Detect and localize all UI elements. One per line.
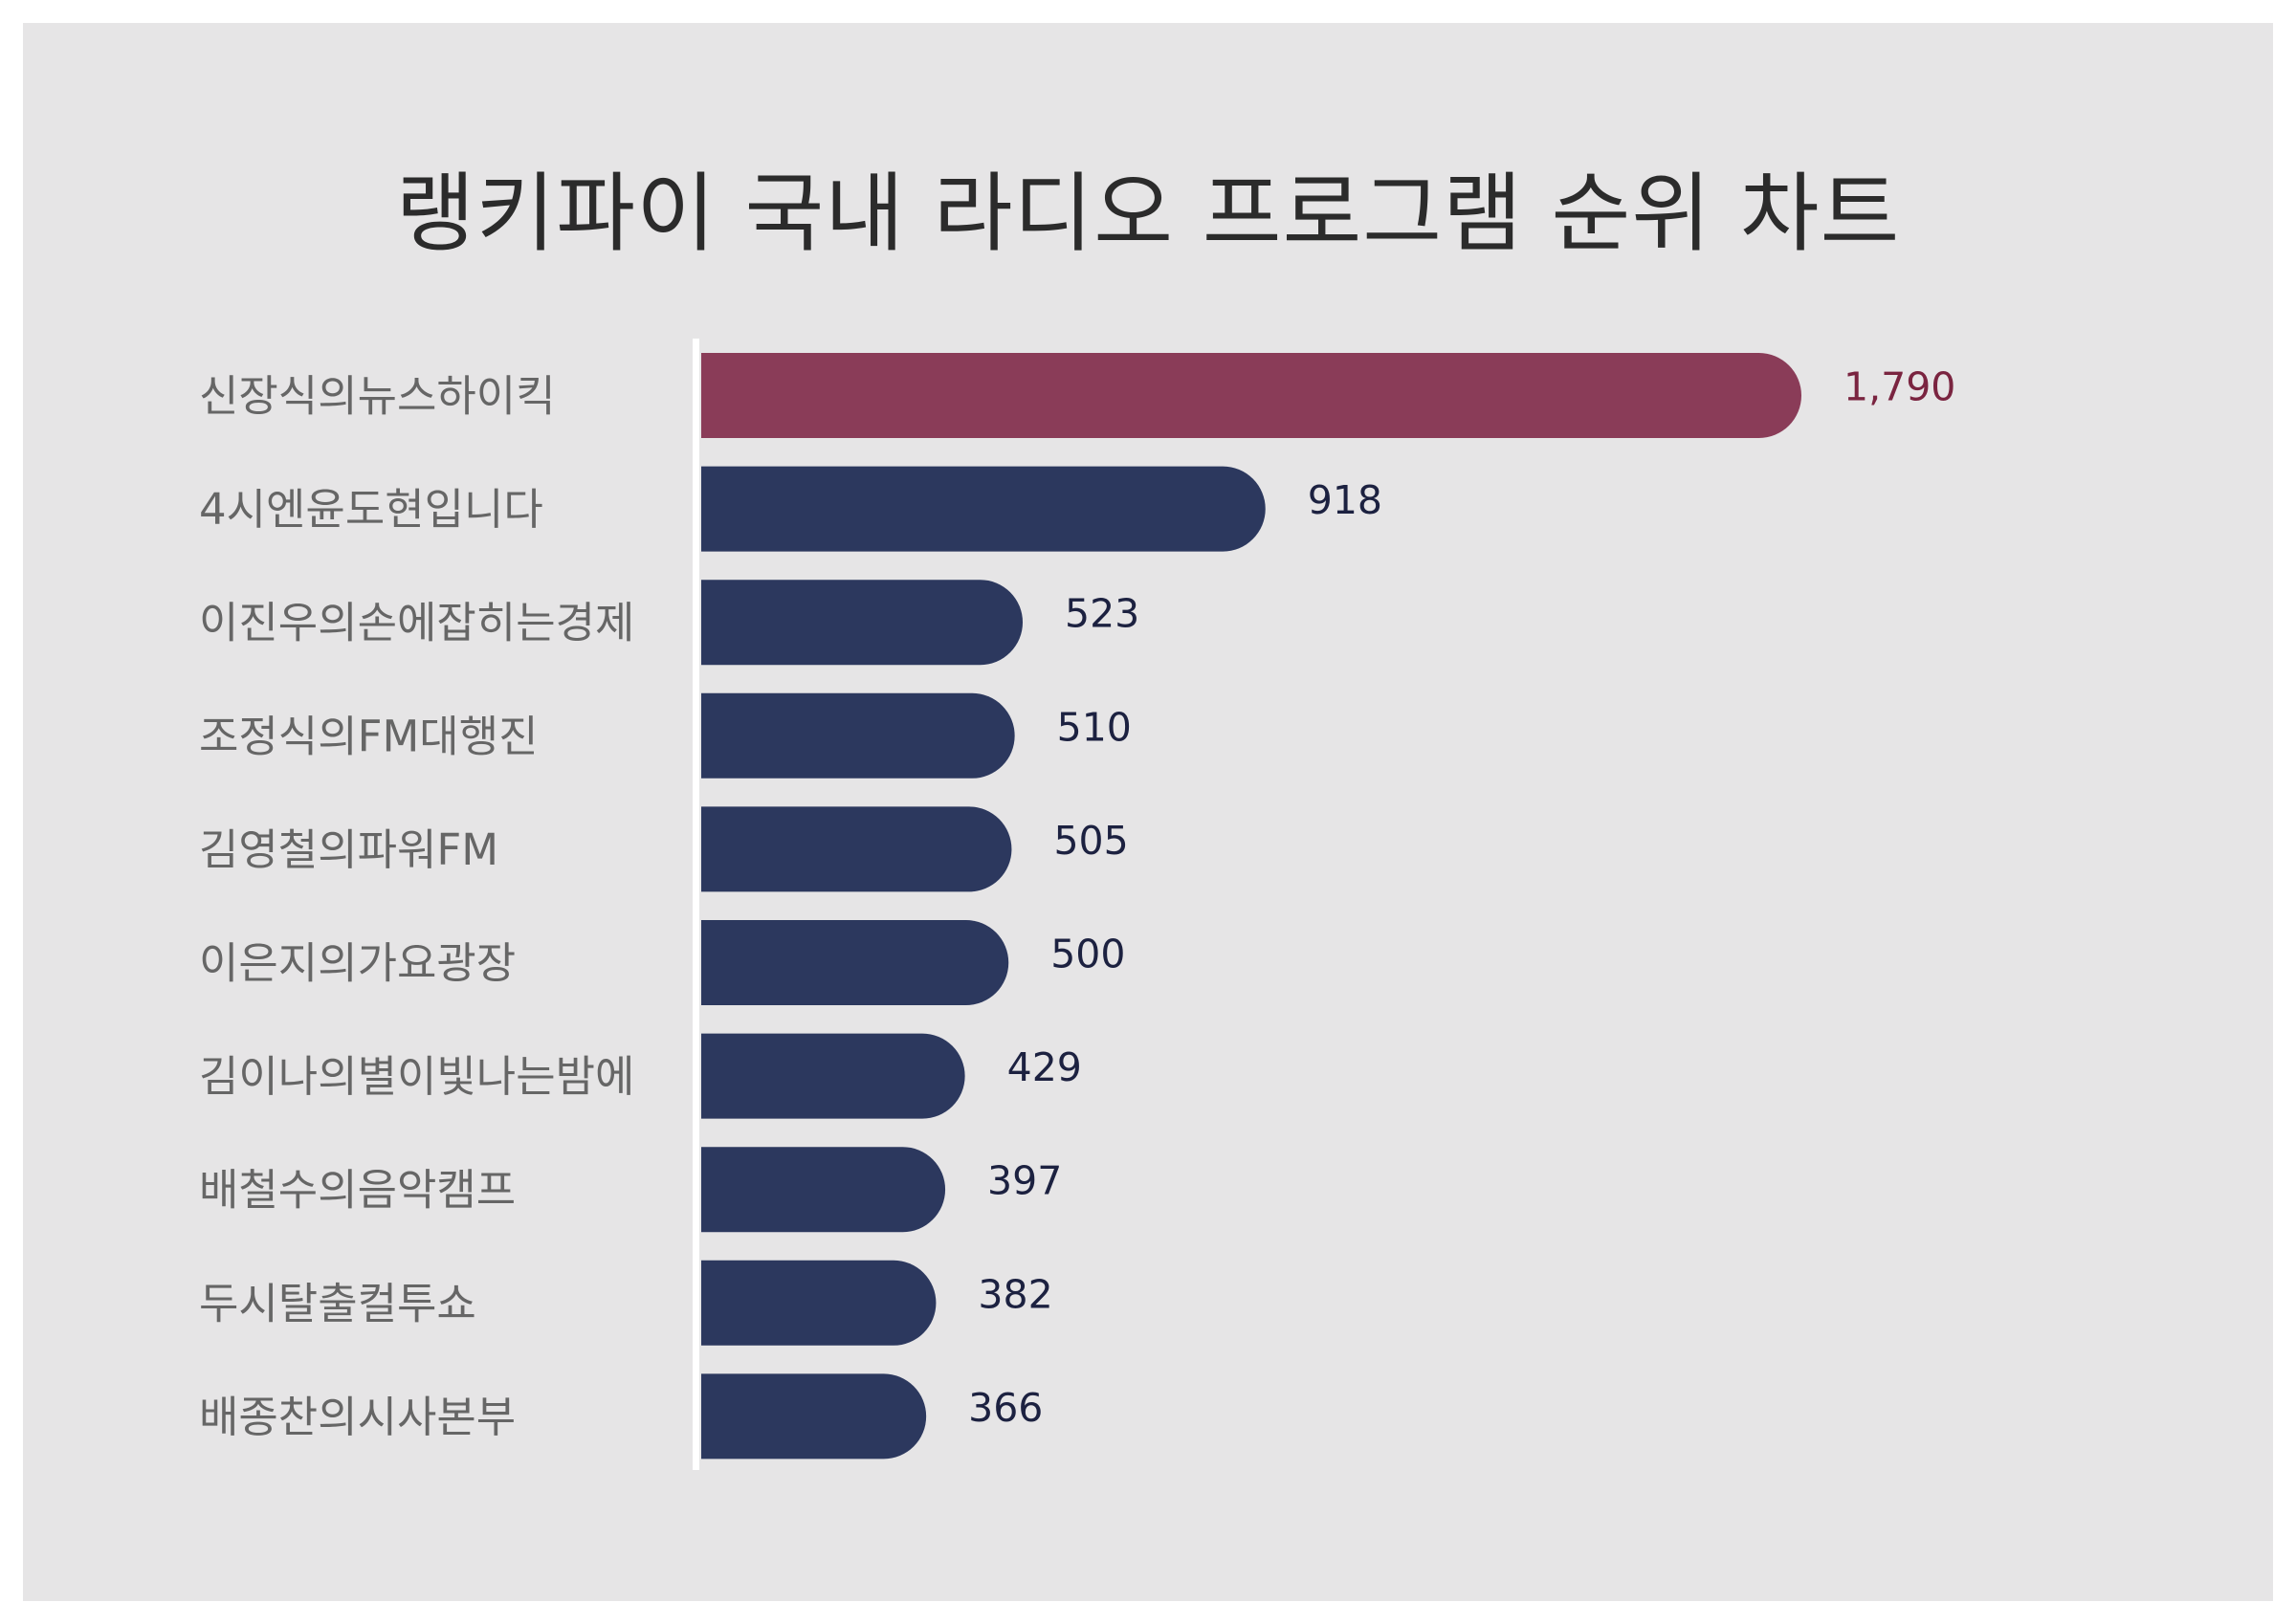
chart-panel	[23, 23, 2273, 1601]
category-label: 신장식의뉴스하이킥	[199, 371, 556, 422]
y-axis-line	[693, 339, 699, 1470]
category-label: 4시엔윤도현입니다	[199, 484, 543, 535]
category-label: 김영철의파워FM	[199, 824, 498, 875]
category-label: 조정식의FM대행진	[199, 711, 539, 761]
category-label: 두시탈출컬투쇼	[199, 1278, 476, 1328]
value-label: 1,790	[1843, 364, 1955, 410]
bar	[701, 1147, 946, 1233]
bar	[701, 580, 1024, 666]
category-label: 배철수의음악캠프	[199, 1165, 516, 1216]
bar	[701, 466, 1266, 552]
bar	[701, 920, 1009, 1005]
value-label: 510	[1057, 704, 1132, 750]
category-label: 이진우의손에잡히는경제	[199, 598, 634, 648]
value-label: 918	[1308, 477, 1382, 523]
chart-title: 랭키파이 국내 라디오 프로그램 순위 차트	[395, 164, 1901, 264]
bar	[701, 353, 1801, 438]
category-label: 배종찬의시사본부	[199, 1392, 516, 1442]
value-label: 523	[1065, 591, 1139, 637]
category-label: 이은지의가요광장	[199, 938, 516, 989]
category-label: 김이나의별이빛나는밤에	[199, 1051, 634, 1102]
bar	[701, 692, 1015, 779]
value-label: 429	[1007, 1044, 1082, 1090]
value-label: 366	[968, 1385, 1043, 1431]
bar	[701, 1033, 965, 1119]
value-label: 505	[1053, 818, 1128, 864]
value-label: 500	[1050, 932, 1125, 977]
bar	[701, 1260, 937, 1346]
bar	[701, 1373, 927, 1459]
value-label: 382	[978, 1271, 1052, 1317]
value-label: 397	[987, 1158, 1062, 1204]
bars-group: 신장식의뉴스하이킥 1,790 4시엔윤도현입니다 918 이진우의손에잡히는경제 523…	[199, 353, 1955, 1459]
bar	[701, 806, 1012, 892]
